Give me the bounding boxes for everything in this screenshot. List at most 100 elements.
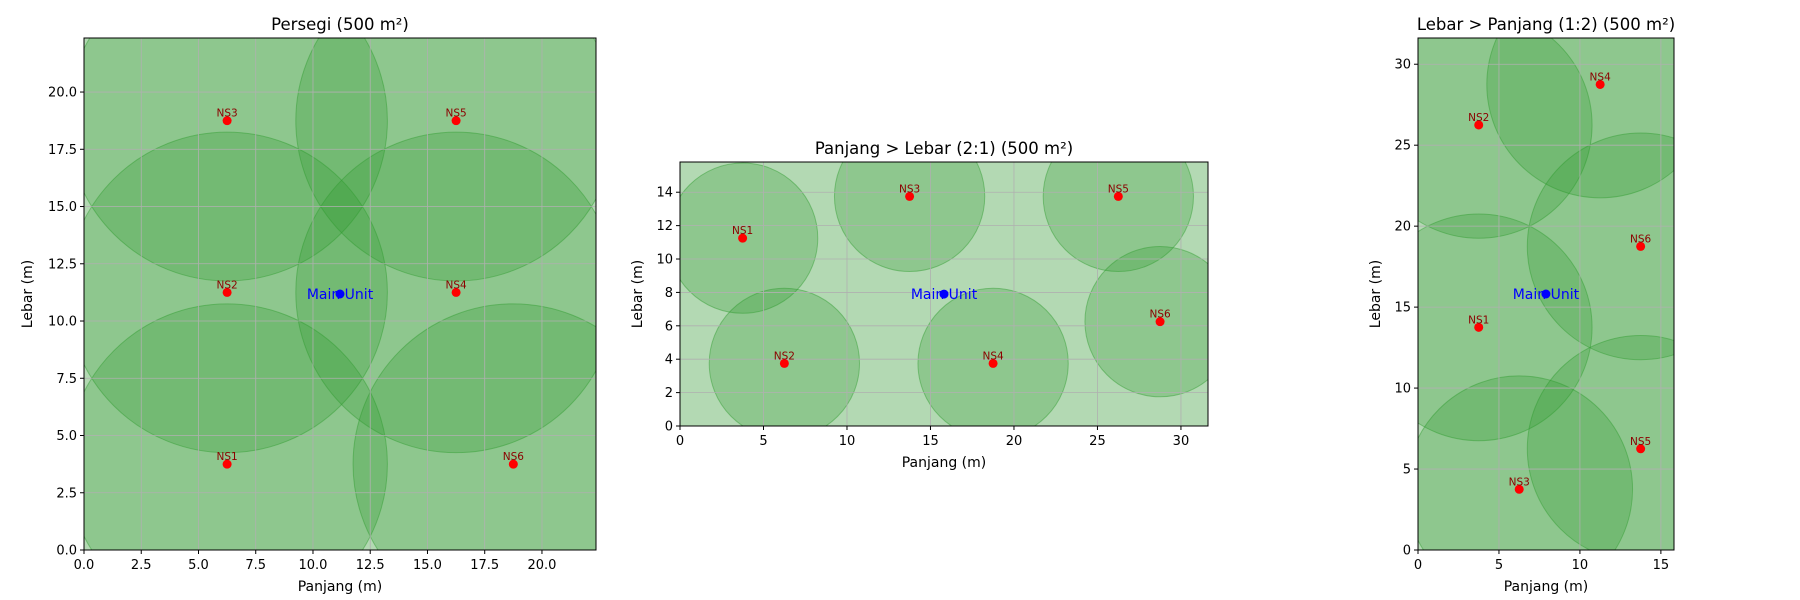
sensor-point-ns3 bbox=[905, 191, 915, 201]
sensor-label: NS3 bbox=[1509, 476, 1530, 488]
coverage-circle-ns6 bbox=[1526, 132, 1674, 361]
y-tick-label: 10 bbox=[1394, 382, 1411, 397]
x-tick-label: 25 bbox=[1089, 434, 1106, 449]
sensor-point-ns5 bbox=[1636, 444, 1646, 454]
axes-frame bbox=[83, 37, 597, 551]
main-unit-point bbox=[939, 289, 949, 299]
x-tick-label: 15 bbox=[922, 434, 939, 449]
y-tick-label: 30 bbox=[1394, 58, 1411, 73]
sensor-point-ns3 bbox=[222, 116, 232, 126]
sensor-label: NS5 bbox=[445, 108, 466, 120]
y-tick-label: 2.5 bbox=[56, 486, 77, 501]
chart-panel-1: NS1 NS2 NS3 NS4 NS5 NS6 Main Unit 0.0 2.5 5.0 7.5 1… bbox=[20, 15, 597, 595]
coverage-layer bbox=[84, 38, 596, 550]
sensor-label: NS6 bbox=[1630, 233, 1652, 245]
sensor-label: NS1 bbox=[1468, 314, 1489, 326]
chart-title: Persegi (500 m²) bbox=[271, 15, 409, 34]
sensor-label: NS5 bbox=[1108, 183, 1129, 195]
sensor-point-ns4 bbox=[988, 358, 998, 368]
coverage-circle-ns1 bbox=[1418, 213, 1593, 442]
x-tick-label: 30 bbox=[1173, 434, 1190, 449]
sensor-point-ns6 bbox=[508, 459, 518, 469]
sensor-label: NS4 bbox=[1590, 71, 1612, 83]
y-tick-label: 6 bbox=[665, 319, 673, 334]
chart-title: Lebar > Panjang (1:2) (500 m²) bbox=[1417, 15, 1675, 34]
x-tick-label: 5 bbox=[759, 434, 767, 449]
coverage-circle-ns3 bbox=[1418, 375, 1634, 550]
y-tick-label: 2 bbox=[665, 386, 673, 401]
x-tick-label: 10 bbox=[1572, 558, 1589, 573]
x-axis-label: Panjang (m) bbox=[1504, 579, 1589, 595]
x-tick-label: 20 bbox=[1006, 434, 1023, 449]
chart-panel-2: NS1 NS2 NS3 NS4 NS5 NS6 Main Unit 0 5 10 15 20 25 30 0… bbox=[630, 139, 1209, 471]
main-unit-point bbox=[1541, 289, 1551, 299]
chart-title: Panjang > Lebar (2:1) (500 m²) bbox=[815, 139, 1073, 158]
sensor-label: NS1 bbox=[217, 451, 238, 463]
y-tick-label: 10 bbox=[656, 253, 673, 268]
y-tick-label: 15.0 bbox=[48, 200, 77, 215]
x-tick-label: 7.5 bbox=[245, 558, 266, 573]
x-tick-label: 17.5 bbox=[470, 558, 499, 573]
sensor-label: NS2 bbox=[774, 350, 795, 362]
coverage-circle-ns5 bbox=[295, 38, 596, 282]
x-tick-label: 0 bbox=[676, 434, 684, 449]
x-tick-label: 10 bbox=[839, 434, 856, 449]
x-tick-label: 20.0 bbox=[527, 558, 556, 573]
sensor-label: NS4 bbox=[445, 279, 467, 291]
sensor-point-ns1 bbox=[222, 459, 232, 469]
sensor-point-ns2 bbox=[1474, 120, 1484, 130]
x-tick-label: 5.0 bbox=[188, 558, 209, 573]
grid bbox=[1418, 38, 1674, 550]
y-tick-label: 8 bbox=[665, 286, 673, 301]
sensor-label: NS6 bbox=[503, 451, 525, 463]
coverage-circle-ns1 bbox=[680, 162, 819, 314]
sensor-label: NS2 bbox=[217, 279, 238, 291]
y-axis-label: Lebar (m) bbox=[1368, 260, 1384, 328]
x-tick-label: 12.5 bbox=[356, 558, 385, 573]
y-tick-label: 12.5 bbox=[48, 257, 77, 272]
y-tick-label: 0 bbox=[665, 420, 673, 435]
sensor-point-ns1 bbox=[738, 233, 748, 243]
sensor-point-ns6 bbox=[1155, 317, 1165, 327]
sensor-point-ns3 bbox=[1514, 484, 1524, 494]
sensor-point-ns5 bbox=[1113, 191, 1123, 201]
y-tick-label: 14 bbox=[656, 186, 673, 201]
coverage-circle-ns2 bbox=[708, 287, 860, 426]
sensor-point-ns6 bbox=[1636, 241, 1646, 251]
sensor-point-ns2 bbox=[779, 358, 789, 368]
sensor-point-ns2 bbox=[222, 287, 232, 297]
coverage-circle-ns3 bbox=[84, 38, 388, 282]
coverage-circle-ns2 bbox=[84, 131, 388, 454]
y-tick-label: 25 bbox=[1394, 139, 1411, 154]
axes-frame bbox=[1417, 37, 1675, 551]
grid bbox=[680, 162, 1208, 426]
y-tick-label: 4 bbox=[665, 353, 673, 368]
sensor-label: NS3 bbox=[899, 183, 920, 195]
sensor-label: NS2 bbox=[1468, 112, 1489, 124]
coverage-circle-ns3 bbox=[833, 162, 986, 273]
coverage-circle-ns5 bbox=[1526, 334, 1674, 550]
main-unit-point bbox=[335, 289, 345, 299]
y-axis-label: Lebar (m) bbox=[20, 260, 36, 328]
grid bbox=[84, 38, 596, 550]
y-tick-label: 5.0 bbox=[56, 429, 77, 444]
sensor-point-ns4 bbox=[451, 287, 461, 297]
y-tick-label: 20.0 bbox=[48, 86, 77, 101]
y-tick-label: 17.5 bbox=[48, 143, 77, 158]
coverage-circle-ns6 bbox=[352, 303, 596, 550]
coverage-circle-ns2 bbox=[1418, 38, 1593, 239]
main-unit-label: Main Unit bbox=[1513, 287, 1580, 303]
sensor-point-ns1 bbox=[1474, 322, 1484, 332]
y-tick-label: 0.0 bbox=[56, 544, 77, 559]
coverage-circle-ns4 bbox=[917, 287, 1069, 426]
y-tick-label: 0 bbox=[1403, 544, 1411, 559]
y-tick-label: 20 bbox=[1394, 220, 1411, 235]
main-unit-label: Main Unit bbox=[307, 287, 374, 303]
axes-frame bbox=[679, 161, 1209, 427]
x-tick-label: 15.0 bbox=[413, 558, 442, 573]
coverage-circle-ns4 bbox=[295, 131, 596, 454]
sensor-label: NS1 bbox=[732, 225, 753, 237]
x-tick-label: 15 bbox=[1653, 558, 1670, 573]
x-tick-label: 0 bbox=[1414, 558, 1422, 573]
